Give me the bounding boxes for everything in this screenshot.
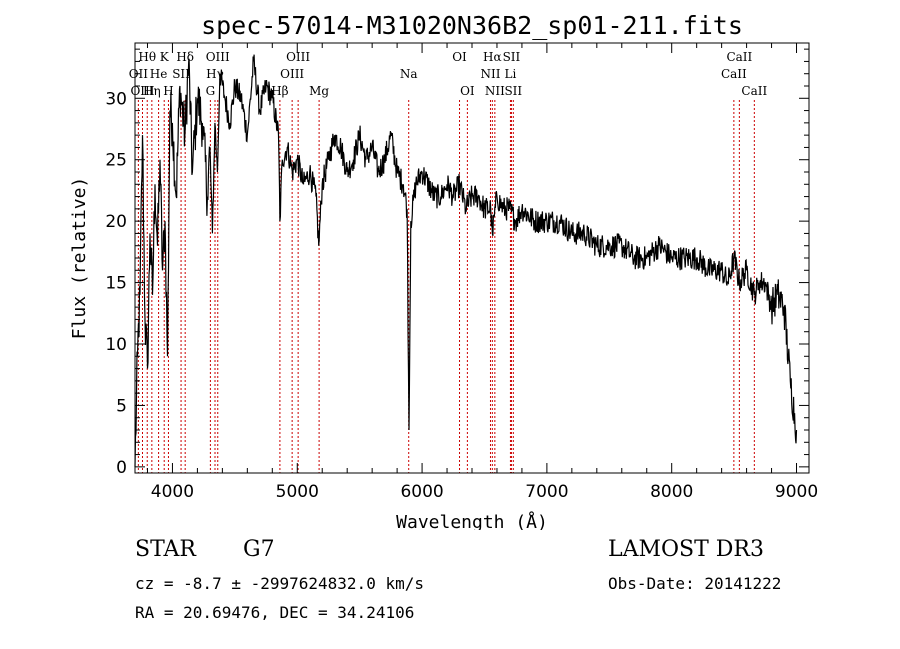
line-marker-label: OI [452,50,467,64]
line-marker-label: He [150,67,168,81]
spectrum-series-flux [134,54,798,467]
y-tick-label: 5 [116,396,127,416]
line-marker-label: G [206,84,216,98]
redshift-line: cz = -8.7 ± -2997624832.0 km/s [135,574,424,593]
plot-frame [134,42,810,474]
line-marker-label: Hα [483,50,502,64]
x-tick-label: 5000 [276,482,319,502]
x-axis-ticks: 4000 5000 6000 7000 8000 9000 [146,43,818,502]
y-tick-label: 20 [105,212,127,232]
line-marker-label: SII [503,50,521,64]
y-tick-label: 10 [105,335,127,355]
spectrum-chart: spec-57014-M31020N36B2_sp01-211.fits Hθ O… [69,11,818,530]
line-marker-label: Hβ [271,84,288,98]
survey-name: LAMOST DR3 [608,537,764,562]
line-marker-label: Li [505,67,517,81]
coordinates-line: RA = 20.69476, DEC = 34.24106 [135,603,415,622]
line-marker-label: NII [480,67,500,81]
y-tick-label: 15 [105,274,127,294]
x-tick-label: 4000 [151,482,194,502]
y-axis-label: Flux (relative) [69,177,90,340]
line-marker-label: H [163,84,173,98]
line-marker-label: NII [485,84,505,98]
line-marker-label: Hθ [138,50,156,64]
y-tick-label: 0 [116,458,127,478]
y-axis-ticks: 0 5 10 15 20 25 30 [105,48,809,478]
line-marker-label: CaII [741,84,767,98]
x-tick-label: 7000 [525,482,568,502]
y-tick-label: 30 [105,89,127,109]
line-marker-label: OI [460,84,475,98]
line-marker-label: OIII [286,50,310,64]
line-marker-label: OIII [280,67,304,81]
line-marker-label: CaII [726,50,752,64]
line-marker-label: Hδ [176,50,194,64]
x-tick-label: 9000 [775,482,818,502]
y-tick-label: 25 [105,151,127,171]
chart-title: spec-57014-M31020N36B2_sp01-211.fits [201,11,743,40]
object-class: STAR [135,537,196,562]
line-marker-label: OIII [130,84,154,98]
x-axis-label: Wavelength (Å) [396,511,548,530]
x-tick-label: 6000 [400,482,443,502]
line-marker-label: OIII [206,50,230,64]
line-marker-label: SII [172,67,190,81]
x-tick-label: 8000 [650,482,693,502]
line-marker-label: Na [400,67,418,81]
obs-date-line: Obs-Date: 20141222 [608,574,782,593]
line-marker-label: Hη [143,84,161,98]
line-marker-label: Mg [309,84,329,98]
line-marker-label: K [160,50,170,64]
line-marker-label: SII [504,84,522,98]
subclass: G7 [243,537,275,562]
line-marker-label: CaII [721,67,747,81]
